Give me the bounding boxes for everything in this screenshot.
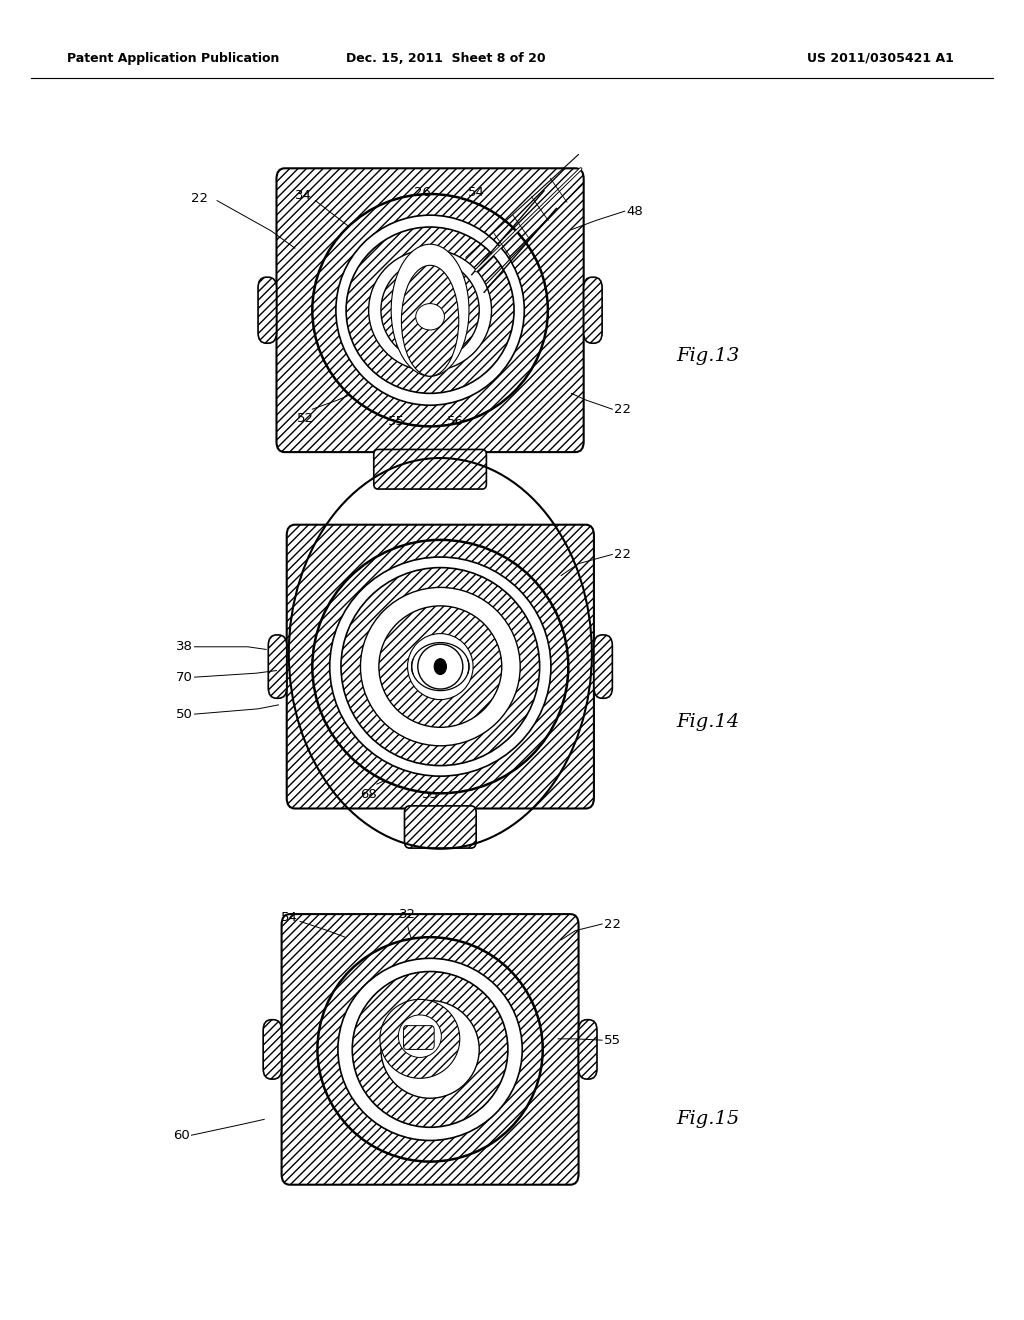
Ellipse shape: [338, 958, 522, 1140]
FancyBboxPatch shape: [276, 169, 584, 451]
Text: 52: 52: [297, 412, 313, 425]
Ellipse shape: [369, 249, 492, 371]
FancyBboxPatch shape: [404, 805, 476, 847]
Ellipse shape: [379, 606, 502, 727]
Text: Fig.13: Fig.13: [676, 347, 739, 366]
Ellipse shape: [380, 999, 460, 1078]
Ellipse shape: [418, 644, 463, 689]
Ellipse shape: [401, 265, 459, 376]
Ellipse shape: [360, 587, 520, 746]
FancyBboxPatch shape: [287, 524, 594, 808]
Text: 55: 55: [388, 414, 404, 428]
Text: 22: 22: [614, 548, 632, 561]
Ellipse shape: [381, 1001, 479, 1098]
Text: 38: 38: [176, 640, 193, 653]
Text: 34: 34: [295, 189, 311, 202]
Text: 54: 54: [282, 911, 298, 924]
Text: 68: 68: [360, 788, 377, 801]
Ellipse shape: [336, 215, 524, 405]
Ellipse shape: [330, 557, 551, 776]
Text: Dec. 15, 2011  Sheet 8 of 20: Dec. 15, 2011 Sheet 8 of 20: [346, 51, 545, 65]
Text: 22: 22: [614, 403, 632, 416]
Ellipse shape: [312, 540, 568, 793]
Text: 60: 60: [173, 1129, 189, 1142]
FancyBboxPatch shape: [403, 1026, 434, 1049]
FancyBboxPatch shape: [374, 449, 486, 490]
Text: 22: 22: [191, 191, 208, 205]
FancyBboxPatch shape: [263, 1020, 282, 1080]
Circle shape: [434, 659, 446, 675]
Text: Fig.15: Fig.15: [676, 1110, 739, 1129]
Ellipse shape: [346, 227, 514, 393]
Text: 55: 55: [604, 1034, 622, 1047]
FancyBboxPatch shape: [268, 635, 287, 698]
Ellipse shape: [317, 937, 543, 1162]
Text: Patent Application Publication: Patent Application Publication: [67, 51, 279, 65]
Ellipse shape: [391, 244, 469, 376]
FancyBboxPatch shape: [584, 277, 602, 343]
Ellipse shape: [398, 1015, 441, 1057]
Ellipse shape: [381, 260, 479, 360]
Ellipse shape: [341, 568, 540, 766]
Ellipse shape: [312, 194, 548, 426]
Ellipse shape: [408, 634, 473, 700]
FancyBboxPatch shape: [282, 913, 579, 1185]
FancyBboxPatch shape: [258, 277, 276, 343]
Text: 53: 53: [422, 788, 438, 801]
Text: 54: 54: [468, 186, 484, 199]
FancyBboxPatch shape: [594, 635, 612, 698]
Text: 32: 32: [399, 908, 416, 921]
Text: 26: 26: [415, 186, 431, 199]
Ellipse shape: [416, 304, 444, 330]
Text: 48: 48: [627, 205, 643, 218]
Ellipse shape: [352, 972, 508, 1127]
Text: 86: 86: [434, 548, 451, 561]
Text: 22: 22: [604, 917, 622, 931]
FancyBboxPatch shape: [579, 1020, 597, 1080]
Text: 50: 50: [176, 708, 193, 721]
Text: 56: 56: [447, 414, 464, 428]
Text: Fig.14: Fig.14: [676, 713, 739, 731]
Text: US 2011/0305421 A1: US 2011/0305421 A1: [807, 51, 954, 65]
Text: 70: 70: [176, 671, 193, 684]
